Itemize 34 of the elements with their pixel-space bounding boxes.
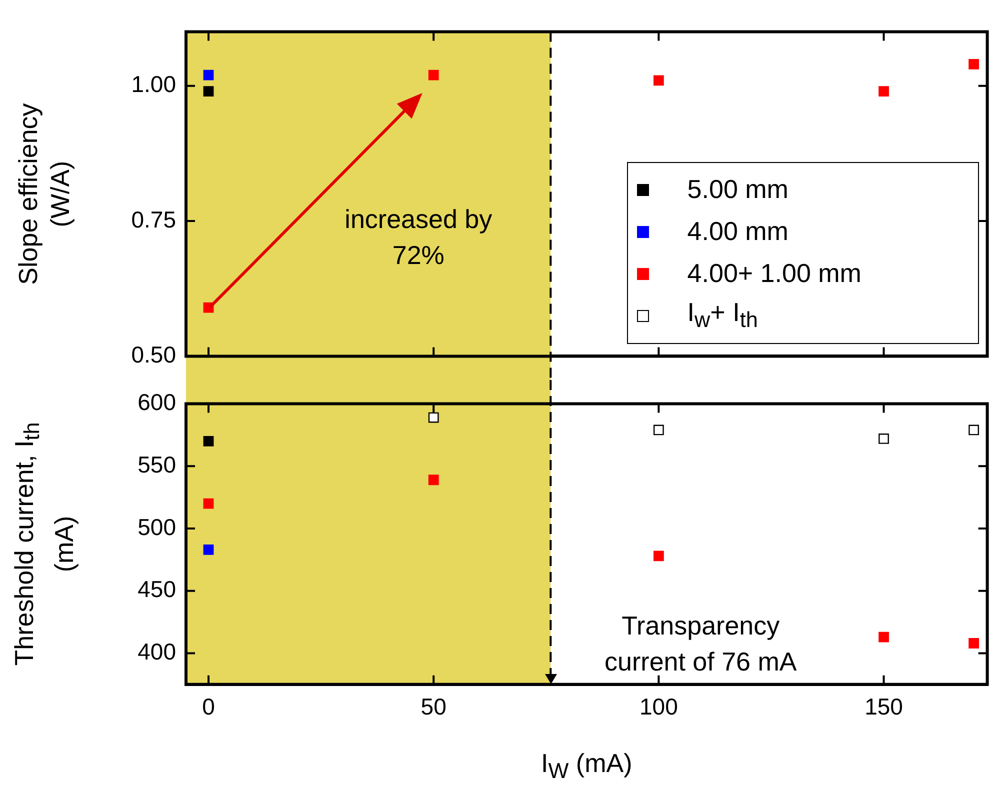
- y-tick-label: 0.75: [131, 206, 176, 232]
- point: [968, 638, 979, 648]
- point: [203, 498, 214, 509]
- y-axis-title: Slope efficiency (W/A): [12, 102, 76, 287]
- point: [878, 86, 889, 96]
- point: [428, 70, 439, 80]
- y-tick-label: 550: [138, 452, 176, 478]
- point: [878, 632, 889, 642]
- y-tick-label: 400: [138, 638, 176, 665]
- point: [428, 412, 439, 423]
- point: [428, 474, 439, 486]
- legend-label: I$_{w}$+ I$_{th}$: [687, 297, 758, 334]
- legend-label: 5.00 mm: [687, 174, 788, 206]
- point: [203, 86, 214, 96]
- y-tick-label: 0.50: [131, 342, 176, 368]
- y-tick-label: 1.00: [131, 71, 176, 98]
- x-tick-label: 50: [420, 694, 446, 720]
- point: [203, 70, 214, 80]
- legend-label: 4.00+ 1.00 mm: [687, 258, 862, 290]
- point: [203, 544, 214, 555]
- legend-label: 4.00 mm: [687, 216, 788, 248]
- x-axis-title: I$_{W}$ (mA): [541, 748, 632, 784]
- x-tick-label: 0: [202, 694, 215, 720]
- y-tick-label: 500: [138, 514, 176, 540]
- ref-line-label: Transparency current of 76 mA: [604, 610, 798, 676]
- point: [968, 59, 979, 70]
- y-tick-label: 450: [138, 576, 176, 602]
- point: [653, 550, 664, 562]
- point: [203, 436, 214, 446]
- y-tick-label: 600: [138, 389, 176, 416]
- point: [653, 75, 664, 86]
- x-tick-label: 100: [639, 694, 678, 720]
- annotation: increased by 72%: [344, 204, 492, 270]
- x-tick-label: 150: [864, 694, 903, 720]
